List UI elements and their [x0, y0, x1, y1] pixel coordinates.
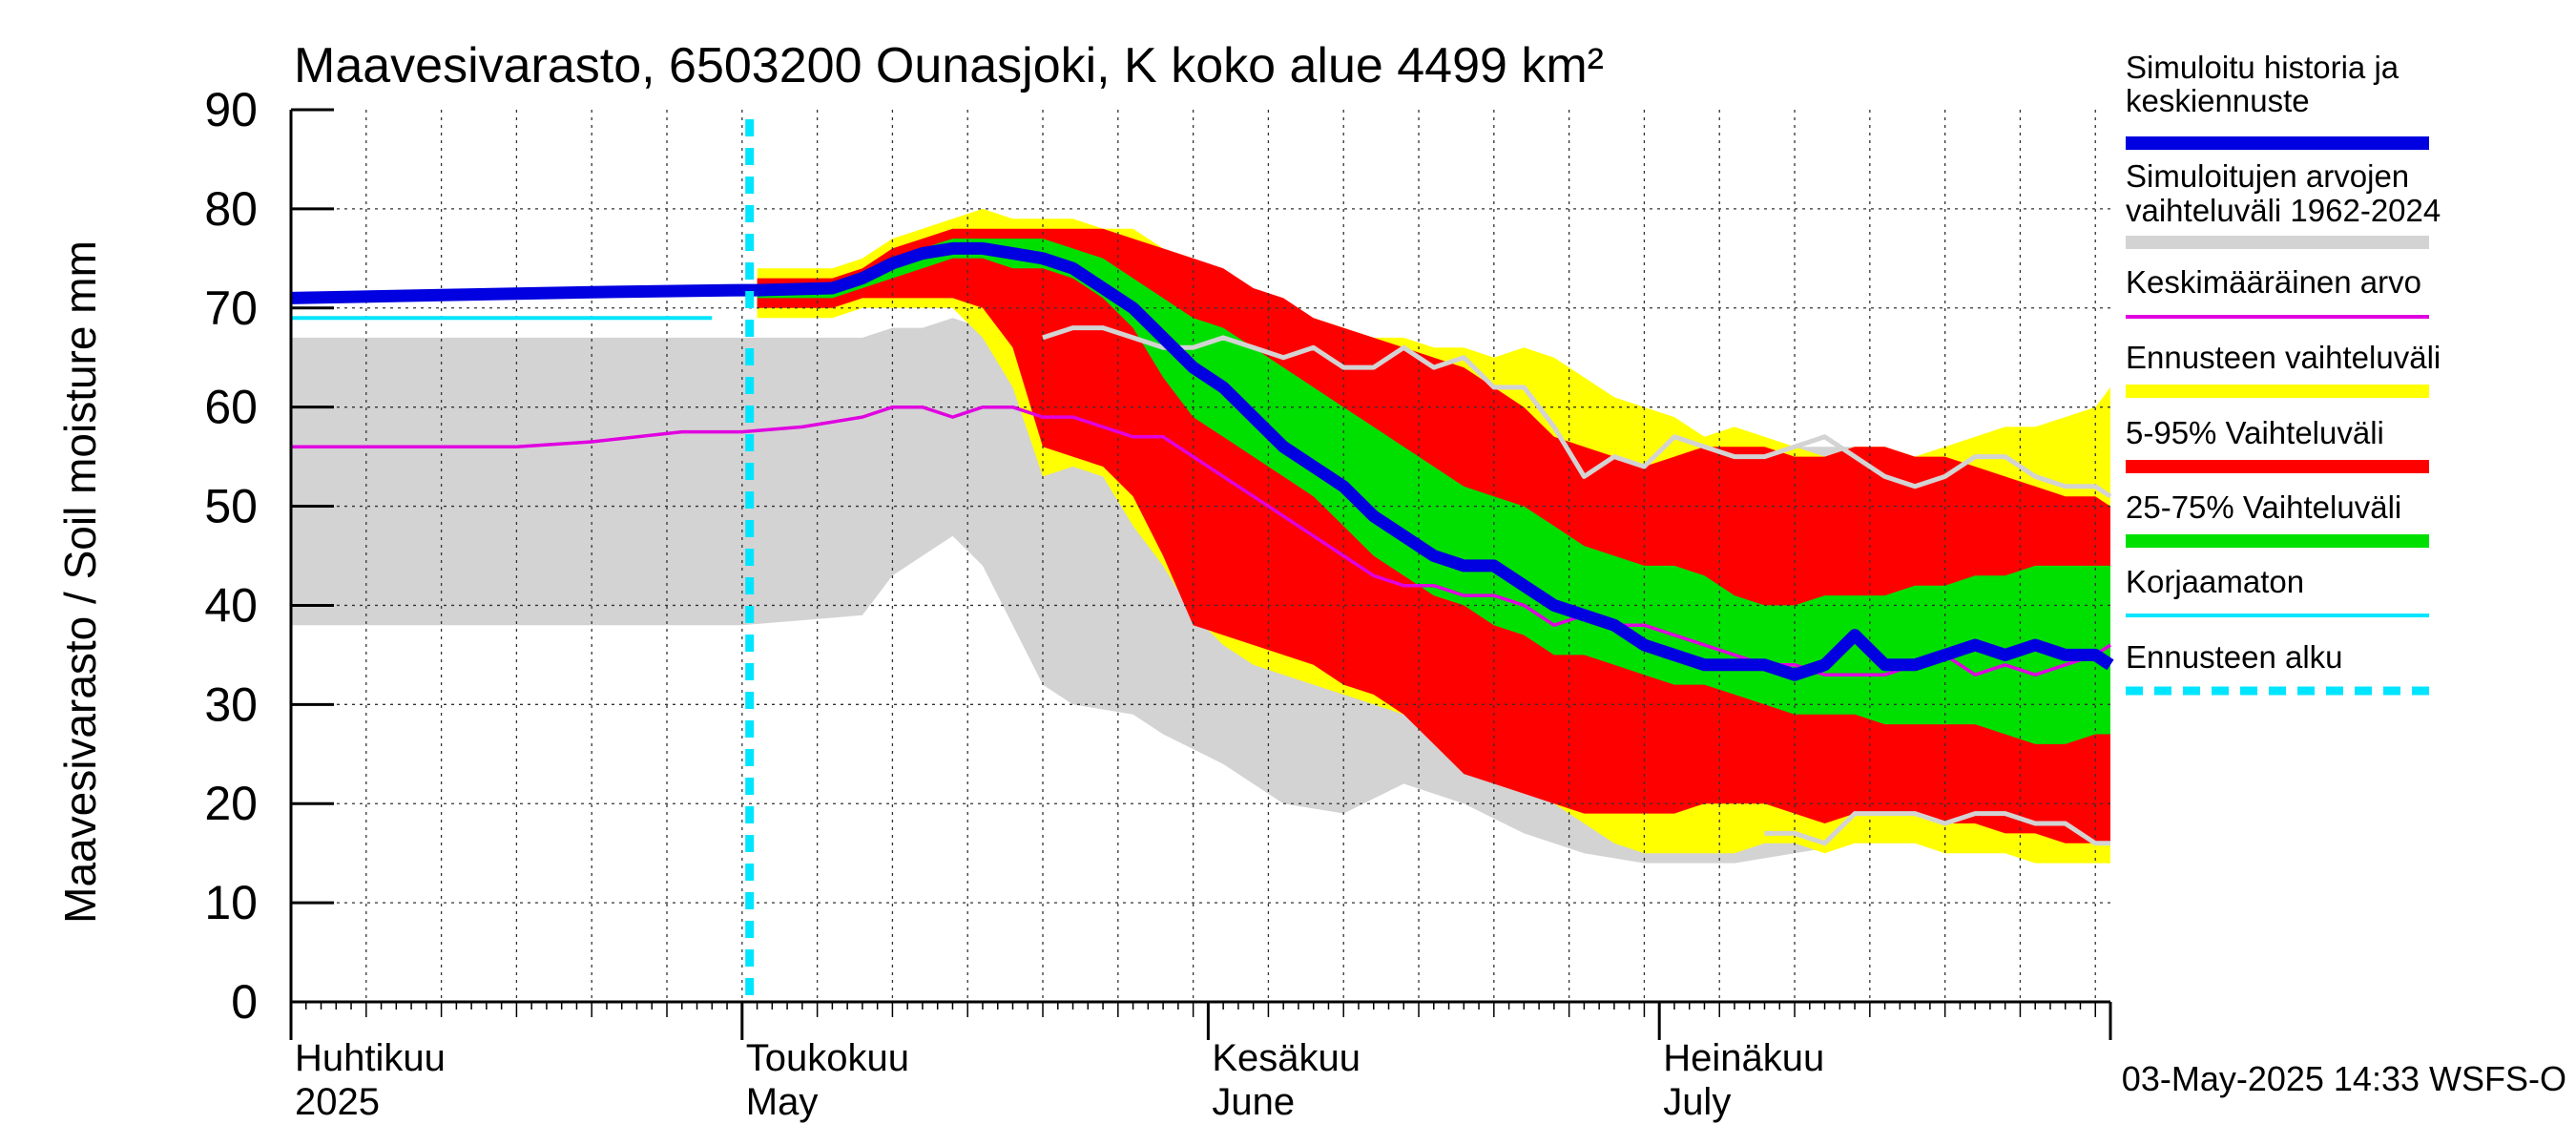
legend-label: 25-75% Vaihteluväli — [2126, 489, 2401, 525]
y-tick-label: 70 — [204, 281, 258, 335]
month-label-en: June — [1212, 1081, 1295, 1123]
chart-title: Maavesivarasto, 6503200 Ounasjoki, K kok… — [294, 38, 1604, 94]
month-label-fi: Kesäkuu — [1212, 1037, 1361, 1079]
y-tick-label: 50 — [204, 480, 258, 533]
simulated-history-line — [290, 283, 758, 304]
legend-label: Simuloitujen arvojen — [2126, 158, 2409, 194]
mean-forecast-line — [757, 241, 2114, 681]
month-label-fi: Huhtikuu — [295, 1037, 446, 1079]
legend-label-line2: vaihteluväli 1962-2024 — [2126, 193, 2441, 228]
y-tick-label: 80 — [204, 182, 258, 236]
legend-label: Keskimääräinen arvo — [2126, 264, 2421, 300]
month-label-en: May — [746, 1081, 819, 1123]
mean-line — [291, 405, 2111, 677]
forecast-lower-gray-line — [1764, 811, 2110, 846]
month-label-en: 2025 — [295, 1081, 380, 1123]
y-tick-label: 10 — [204, 876, 258, 929]
forecast-median-gray-line — [1042, 325, 2112, 499]
timestamp: 03-May-2025 14:33 WSFS-O — [2122, 1059, 2566, 1098]
y-tick-label: 60 — [204, 381, 258, 434]
y-axis-label: Maavesivarasto / Soil moisture mm — [55, 240, 105, 924]
month-label-fi: Toukokuu — [746, 1037, 909, 1079]
month-label-fi: Heinäkuu — [1663, 1037, 1824, 1079]
month-label-en: July — [1663, 1081, 1731, 1123]
legend-label: 5-95% Vaihteluväli — [2126, 415, 2384, 450]
y-tick-label: 30 — [204, 677, 258, 731]
y-tick-label: 90 — [204, 83, 258, 136]
p25-75-band — [757, 239, 2110, 744]
legend-label: Ennusteen vaihteluväli — [2126, 340, 2441, 375]
y-tick-label: 20 — [204, 777, 258, 830]
plot-area — [290, 110, 2114, 1002]
grid — [290, 110, 2110, 1002]
legend-label: Ennusteen alku — [2126, 639, 2343, 675]
legend-label-line2: keskiennuste — [2126, 83, 2310, 118]
y-tick-label: 40 — [204, 578, 258, 632]
legend-label: Simuloitu historia ja — [2126, 50, 2399, 85]
y-tick-label: 0 — [231, 975, 258, 1029]
legend-label: Korjaamaton — [2126, 564, 2304, 599]
